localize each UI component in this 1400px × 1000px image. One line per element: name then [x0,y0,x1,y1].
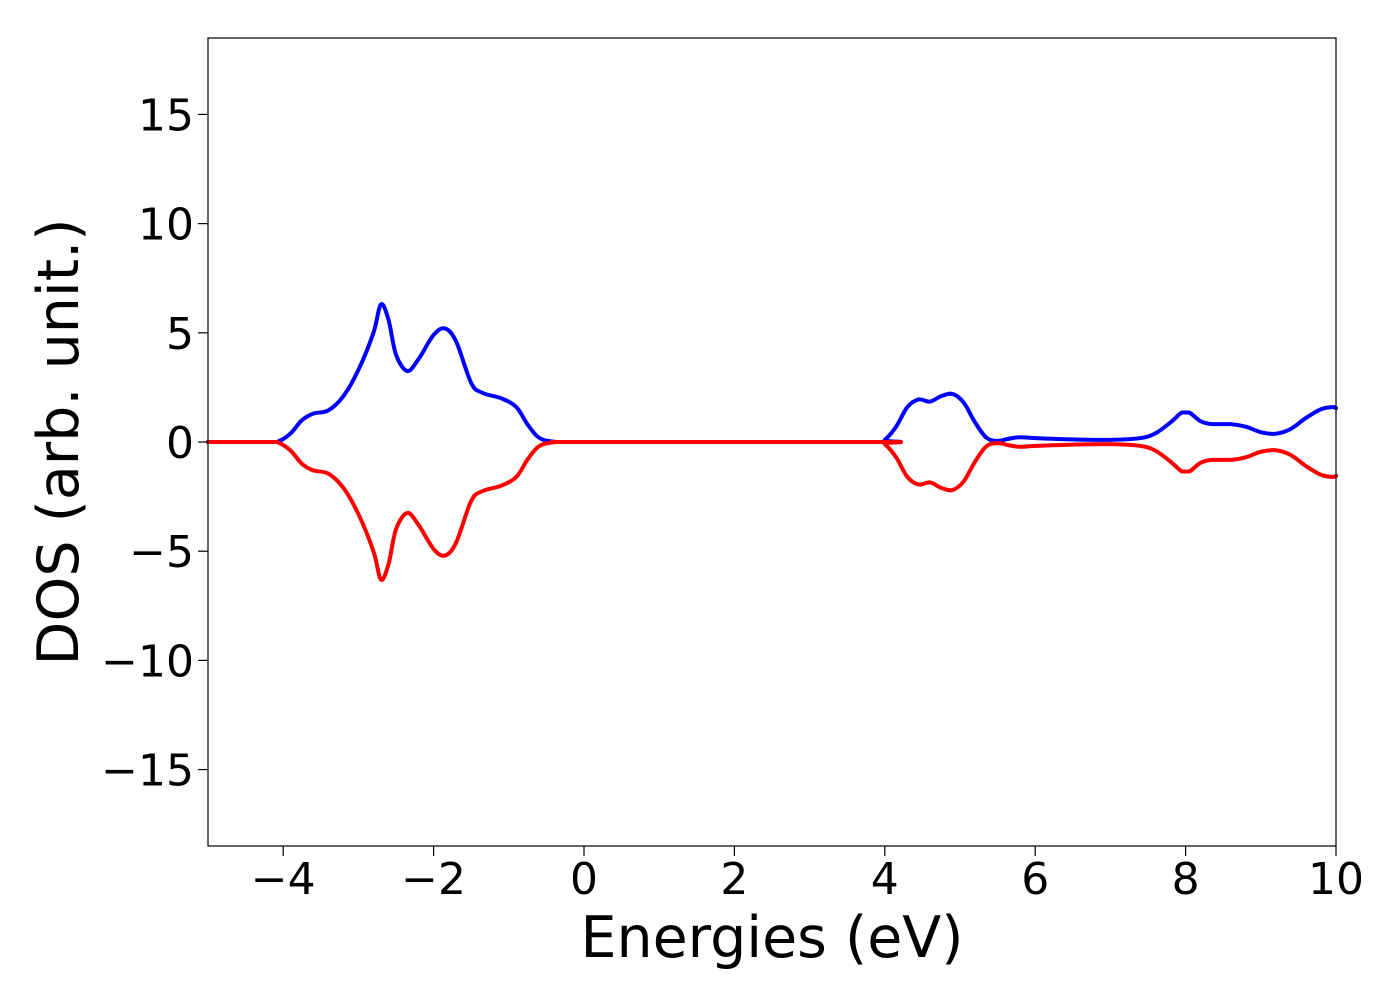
y-tick-label: 0 [166,418,194,469]
y-tick-label: −15 [101,746,194,797]
x-tick-label: 6 [1021,854,1049,905]
series-layer [206,302,1338,582]
x-tick-label: 2 [720,854,748,905]
y-axis-label: DOS (arb. unit.) [26,219,92,666]
y-tick-label: 10 [138,200,194,251]
y-tick-label: 15 [138,90,194,141]
y-tick-label: −10 [101,636,194,687]
x-tick-label: 8 [1172,854,1200,905]
x-tick-label: 0 [570,854,598,905]
x-tick-label: 4 [871,854,899,905]
series-line-2 [206,439,1338,582]
x-axis-ticks: −4 −2 0 2 4 6 8 10 [251,846,1364,905]
y-tick-label: 5 [166,309,194,360]
y-tick-label: −5 [129,527,194,578]
y-axis-ticks: −15 −10 −5 0 5 10 15 [101,90,208,797]
x-tick-label: −4 [251,854,316,905]
x-axis-label: Energies (eV) [580,905,963,971]
x-tick-label: 10 [1308,854,1364,905]
series-line-1 [206,302,1338,445]
x-tick-label: −2 [401,854,466,905]
